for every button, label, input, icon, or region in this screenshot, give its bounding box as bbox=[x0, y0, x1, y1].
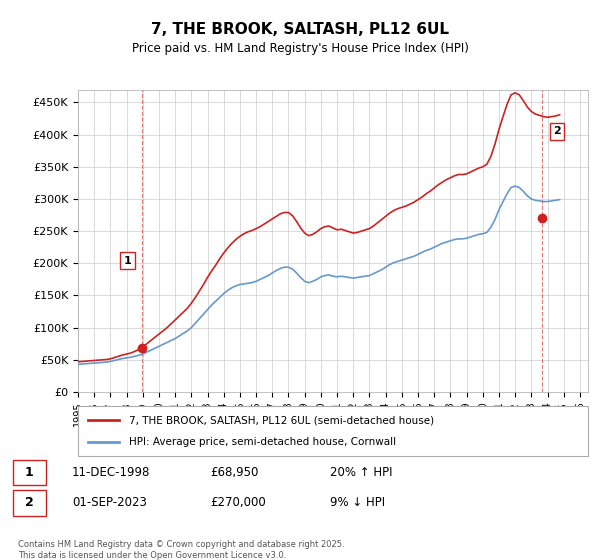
Text: 7, THE BROOK, SALTASH, PL12 6UL: 7, THE BROOK, SALTASH, PL12 6UL bbox=[151, 22, 449, 38]
FancyBboxPatch shape bbox=[13, 490, 46, 516]
Text: 9% ↓ HPI: 9% ↓ HPI bbox=[330, 496, 385, 510]
Text: 2: 2 bbox=[25, 496, 34, 510]
FancyBboxPatch shape bbox=[78, 406, 588, 456]
Text: 7, THE BROOK, SALTASH, PL12 6UL (semi-detached house): 7, THE BROOK, SALTASH, PL12 6UL (semi-de… bbox=[129, 415, 434, 425]
Text: Price paid vs. HM Land Registry's House Price Index (HPI): Price paid vs. HM Land Registry's House … bbox=[131, 42, 469, 55]
Text: 20% ↑ HPI: 20% ↑ HPI bbox=[330, 466, 392, 479]
Text: £270,000: £270,000 bbox=[210, 496, 266, 510]
Text: 1: 1 bbox=[25, 466, 34, 479]
Text: 1: 1 bbox=[124, 256, 131, 266]
Text: HPI: Average price, semi-detached house, Cornwall: HPI: Average price, semi-detached house,… bbox=[129, 437, 396, 447]
Text: £68,950: £68,950 bbox=[210, 466, 259, 479]
FancyBboxPatch shape bbox=[13, 460, 46, 486]
Text: 11-DEC-1998: 11-DEC-1998 bbox=[72, 466, 151, 479]
Text: Contains HM Land Registry data © Crown copyright and database right 2025.
This d: Contains HM Land Registry data © Crown c… bbox=[18, 540, 344, 560]
Text: 01-SEP-2023: 01-SEP-2023 bbox=[72, 496, 147, 510]
Text: 2: 2 bbox=[553, 127, 560, 137]
